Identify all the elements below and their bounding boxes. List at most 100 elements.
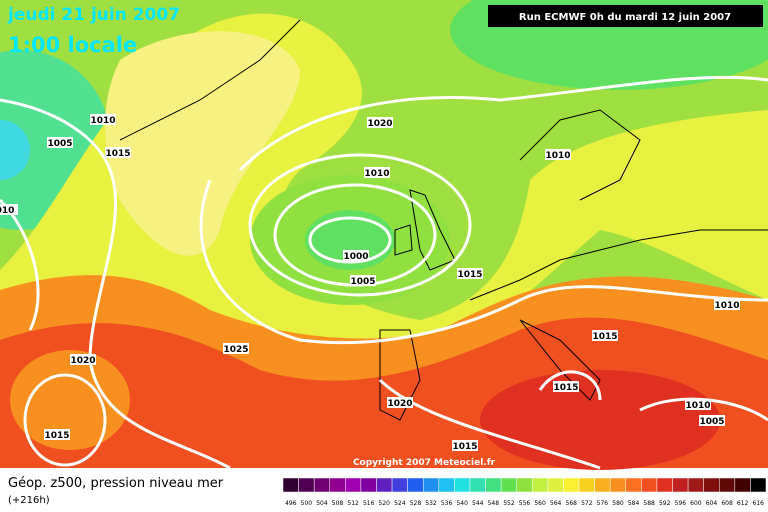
isobar-label: 1000 xyxy=(343,252,368,262)
scale-label: 596 xyxy=(675,500,687,507)
scale-label: 604 xyxy=(706,500,718,507)
isobar-label-bg xyxy=(223,343,249,354)
scale-swatch xyxy=(609,477,627,493)
scale-swatch xyxy=(578,477,595,493)
isobar-label-bg xyxy=(457,268,483,279)
scale-swatch xyxy=(594,477,611,493)
scale-label: 528 xyxy=(410,500,422,507)
run-box xyxy=(488,5,763,27)
isobar-label: 1010 xyxy=(685,401,710,411)
scale-swatch xyxy=(438,477,455,493)
scale-swatch xyxy=(298,477,315,493)
copyright: Copyright 2007 Meteociel.fr xyxy=(353,458,496,468)
date: jeudi 21 juin 2007 xyxy=(7,5,180,25)
scale-label: 584 xyxy=(628,500,640,507)
scale-swatch xyxy=(454,477,471,493)
scale-label: 592 xyxy=(659,500,671,507)
scale-swatch xyxy=(734,477,751,493)
scale-swatch xyxy=(360,477,377,493)
isobar-label-bg xyxy=(553,381,579,392)
scale-label: 544 xyxy=(472,500,484,507)
isobar-label: 1005 xyxy=(699,417,724,427)
scale-swatch xyxy=(656,477,673,493)
isobar-label-bg xyxy=(343,250,369,261)
scale-label: 588 xyxy=(643,500,655,507)
lead-time: (+216h) xyxy=(8,495,50,506)
isobar-label-bg xyxy=(44,429,70,440)
scale-label: 572 xyxy=(581,500,593,507)
isobar-label: 1015 xyxy=(452,442,477,452)
scale-swatch xyxy=(687,477,704,493)
isobar-label: 1020 xyxy=(367,119,392,129)
isobar-label: 1020 xyxy=(70,356,95,366)
scale-label: 536 xyxy=(441,500,453,507)
scale-label: 532 xyxy=(425,500,437,507)
isobar-label-bg xyxy=(592,330,618,341)
scale-label: 564 xyxy=(550,500,562,507)
isobar-label: 1015 xyxy=(105,149,130,159)
scale-swatch xyxy=(641,477,658,493)
run-info: Run ECMWF 0h du mardi 12 juin 2007 xyxy=(519,12,731,23)
scale-label: 516 xyxy=(363,500,375,507)
isobar-label-bg xyxy=(47,137,73,148)
scale-swatch xyxy=(407,477,424,493)
isobar-label-bg xyxy=(105,147,131,158)
scale-swatch xyxy=(282,477,299,493)
scale-label: 568 xyxy=(566,500,578,507)
scale-swatch xyxy=(719,477,736,493)
scale-swatch xyxy=(422,477,440,493)
isobar-label-bg xyxy=(452,440,478,451)
scale-swatch xyxy=(563,477,580,493)
scale-swatch xyxy=(547,477,564,493)
scale-swatch xyxy=(672,477,689,493)
scale-swatch xyxy=(500,477,517,493)
isobar-label-bg xyxy=(545,149,571,160)
scale-swatch xyxy=(625,477,642,493)
scale-label: 580 xyxy=(612,500,624,507)
isobar-label-bg xyxy=(70,354,96,365)
scale-swatch xyxy=(485,477,502,493)
scale-swatch xyxy=(750,477,767,493)
isobar-label-bg xyxy=(90,114,116,125)
isobar-label-bg xyxy=(387,397,413,408)
scale-label: 500 xyxy=(301,500,313,507)
scale-swatch xyxy=(391,477,408,493)
isobar-label: 1015 xyxy=(553,383,578,393)
isobar-label-bg xyxy=(685,399,711,410)
isobar-label-bg xyxy=(350,275,376,286)
isobar-label: 1010 xyxy=(714,301,739,311)
scale-label: 508 xyxy=(332,500,344,507)
scale-label: 608 xyxy=(721,500,733,507)
local-time: 1:00 locale xyxy=(8,33,137,57)
scale-label: 560 xyxy=(534,500,546,507)
isobar-label: 1015 xyxy=(457,270,482,280)
scale-label: 576 xyxy=(597,500,609,507)
isobar-label-bg xyxy=(699,415,725,426)
scale-label: 540 xyxy=(456,500,468,507)
isobar-label-bg xyxy=(714,299,740,310)
scale-label: 616 xyxy=(752,500,764,507)
background xyxy=(0,0,768,470)
scale-swatch xyxy=(469,477,486,493)
isobar-label: 1010 xyxy=(90,116,115,126)
isobar-label-bg xyxy=(367,117,393,128)
scale-swatch xyxy=(703,477,720,493)
scale-label: 512 xyxy=(347,500,359,507)
scale-label: 520 xyxy=(379,500,391,507)
isobar-label: 010 xyxy=(0,206,14,216)
isobar-label: 1015 xyxy=(592,332,617,342)
isobar-label-bg xyxy=(364,167,390,178)
scale-label: 524 xyxy=(394,500,406,507)
isobar-label: 1015 xyxy=(44,431,69,441)
scale-swatch xyxy=(376,477,393,493)
scale-swatch xyxy=(345,477,362,493)
isobar-label: 1010 xyxy=(364,169,389,179)
legend-title: Géop. z500, pression niveau mer xyxy=(8,476,224,491)
scale-label: 600 xyxy=(690,500,702,507)
scale-label: 556 xyxy=(519,500,531,507)
scale-swatch xyxy=(329,477,346,493)
scale-label: 548 xyxy=(488,500,500,507)
isobar-label: 1020 xyxy=(387,399,412,409)
